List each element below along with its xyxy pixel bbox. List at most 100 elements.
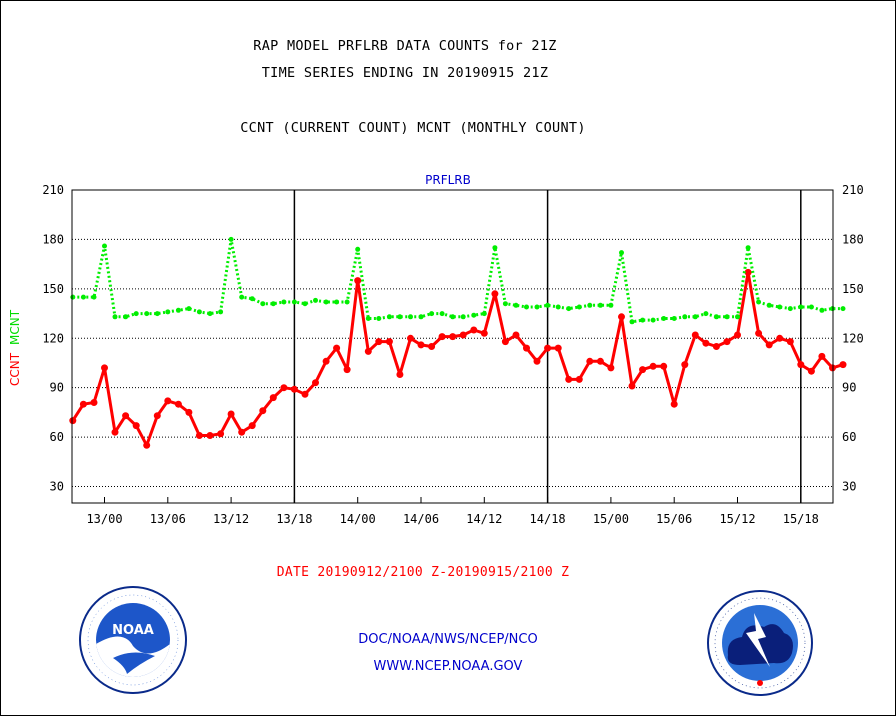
data-point-mcnt — [439, 311, 445, 317]
data-point-mcnt — [576, 304, 582, 310]
data-point-mcnt — [408, 314, 413, 320]
data-point-ccnt — [185, 408, 193, 416]
y-tick-label-right: 180 — [842, 232, 864, 246]
data-point-ccnt — [565, 375, 573, 383]
data-point-mcnt — [650, 317, 656, 323]
data-point-mcnt — [629, 319, 635, 325]
data-point-ccnt — [301, 390, 309, 398]
data-point-mcnt — [270, 301, 276, 307]
y-tick-label-left: 90 — [50, 381, 64, 395]
x-tick-label: 14/18 — [530, 512, 566, 526]
data-point-mcnt — [671, 316, 677, 321]
data-point-mcnt — [260, 301, 266, 307]
data-point-mcnt — [597, 302, 603, 308]
footer-org-line[interactable]: DOC/NOAA/NWS/NCEP/NCO — [358, 632, 538, 647]
x-tick-label: 14/12 — [466, 512, 502, 526]
data-point-ccnt — [206, 432, 214, 439]
data-point-ccnt — [470, 326, 478, 334]
noaa-logo-text: NOAA — [112, 623, 154, 638]
x-tick-label: 13/12 — [213, 512, 249, 526]
data-point-mcnt — [196, 309, 202, 315]
data-point-ccnt — [217, 430, 225, 438]
data-point-mcnt — [808, 304, 814, 310]
data-point-mcnt — [555, 304, 561, 310]
grid-layer — [72, 238, 833, 488]
chart-title-line2: TIME SERIES ENDING IN 20190915 21Z — [261, 65, 549, 81]
data-point-mcnt — [239, 294, 245, 300]
data-point-ccnt — [290, 385, 298, 393]
data-point-mcnt — [640, 317, 646, 323]
noaa-logo: NOAA — [79, 586, 187, 694]
data-point-ccnt — [670, 400, 678, 408]
data-point-ccnt — [227, 410, 235, 418]
data-point-mcnt — [735, 314, 740, 320]
footer-url-link[interactable]: WWW.NCEP.NOAA.GOV — [373, 659, 523, 674]
data-point-ccnt — [501, 338, 509, 346]
data-point-ccnt — [544, 344, 552, 352]
tick-layer: 30 30 60 60 90 90 120 120 150 150 180 180 210 210 13/0… — [42, 183, 863, 526]
x-tick-label: 14/06 — [403, 512, 439, 526]
data-point-mcnt — [798, 304, 804, 310]
data-point-ccnt — [702, 339, 710, 347]
data-point-mcnt — [102, 243, 107, 249]
data-point-ccnt — [765, 341, 773, 349]
data-point-ccnt — [491, 290, 499, 298]
data-point-mcnt — [207, 311, 213, 317]
data-point-mcnt — [471, 312, 477, 318]
data-point-mcnt — [545, 302, 551, 308]
data-point-mcnt — [682, 314, 688, 320]
data-point-mcnt — [91, 294, 97, 300]
data-point-ccnt — [122, 412, 130, 420]
x-tick-label: 15/18 — [783, 512, 819, 526]
data-point-mcnt — [745, 245, 751, 251]
data-point-ccnt — [554, 344, 562, 352]
data-point-ccnt — [364, 347, 372, 355]
data-point-mcnt — [112, 314, 118, 320]
data-point-ccnt — [143, 441, 151, 449]
data-point-ccnt — [449, 333, 457, 341]
data-point-ccnt — [586, 357, 594, 365]
data-point-mcnt — [144, 311, 150, 317]
data-point-mcnt — [228, 236, 234, 242]
data-point-mcnt — [692, 314, 698, 320]
data-point-ccnt — [807, 367, 815, 375]
x-tick-label: 15/12 — [719, 512, 755, 526]
data-point-ccnt — [712, 343, 720, 350]
data-point-ccnt — [354, 277, 362, 285]
data-point-mcnt — [334, 299, 340, 305]
data-point-mcnt — [756, 299, 762, 305]
data-point-ccnt — [111, 428, 119, 436]
y-tick-label-left: 30 — [50, 480, 64, 494]
data-point-ccnt — [312, 379, 319, 387]
chart-subtitle: CCNT (CURRENT COUNT) MCNT (MONTHLY COUNT… — [240, 120, 586, 136]
data-point-mcnt — [766, 302, 772, 308]
data-point-ccnt — [195, 432, 203, 439]
data-point-ccnt — [596, 357, 604, 365]
data-point-mcnt — [313, 297, 318, 303]
data-point-mcnt — [566, 306, 572, 312]
data-point-mcnt — [386, 314, 392, 320]
data-point-mcnt — [587, 302, 593, 308]
data-point-mcnt — [724, 314, 730, 320]
y-tick-label-right: 30 — [842, 480, 856, 494]
data-point-ccnt — [90, 399, 98, 406]
data-point-ccnt — [681, 361, 689, 369]
chart-title-line1: RAP MODEL PRFLRB DATA COUNTS for 21Z — [253, 38, 557, 54]
data-point-mcnt — [703, 311, 709, 317]
data-point-mcnt — [418, 314, 424, 320]
data-point-ccnt — [533, 357, 541, 365]
data-point-ccnt — [618, 313, 625, 321]
nws-logo — [707, 590, 813, 696]
data-point-ccnt — [839, 361, 847, 369]
ccnt-axis-label: CCNT — [8, 352, 22, 386]
data-point-mcnt — [524, 304, 529, 310]
x-tick-label: 13/06 — [150, 512, 186, 526]
data-point-ccnt — [396, 371, 404, 378]
data-point-mcnt — [281, 299, 287, 305]
data-point-ccnt — [164, 397, 172, 405]
data-point-ccnt — [79, 400, 87, 408]
data-point-mcnt — [787, 306, 793, 312]
data-point-ccnt — [575, 375, 583, 383]
data-point-ccnt — [639, 366, 647, 374]
data-point-ccnt — [776, 334, 784, 342]
